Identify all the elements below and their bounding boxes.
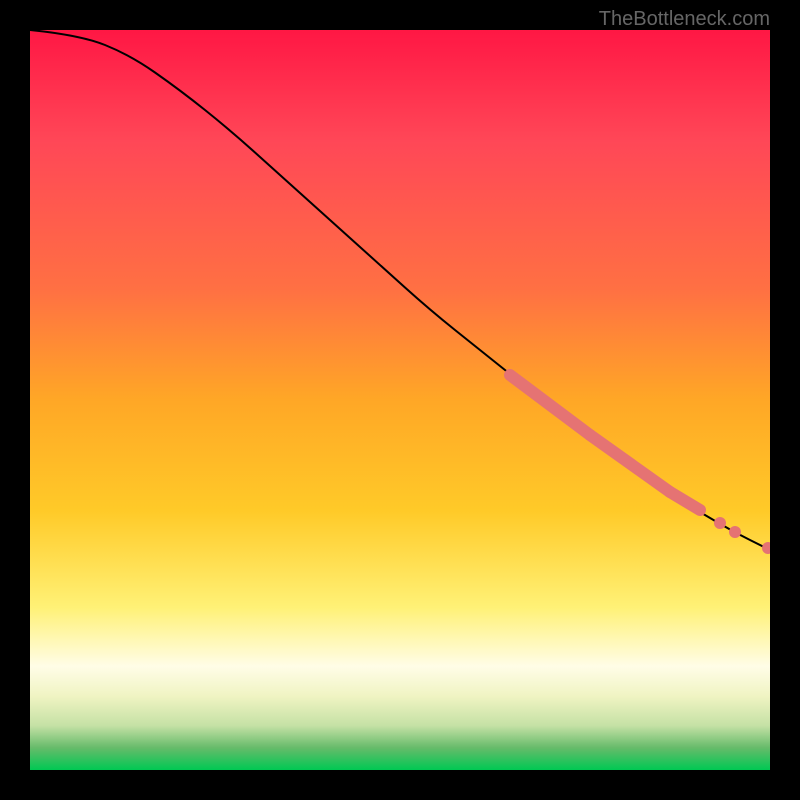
curve-layer (30, 30, 770, 770)
marker-segments (510, 375, 700, 510)
chart-area (30, 30, 770, 770)
watermark-text: TheBottleneck.com (599, 8, 770, 31)
main-curve-line (30, 30, 770, 550)
